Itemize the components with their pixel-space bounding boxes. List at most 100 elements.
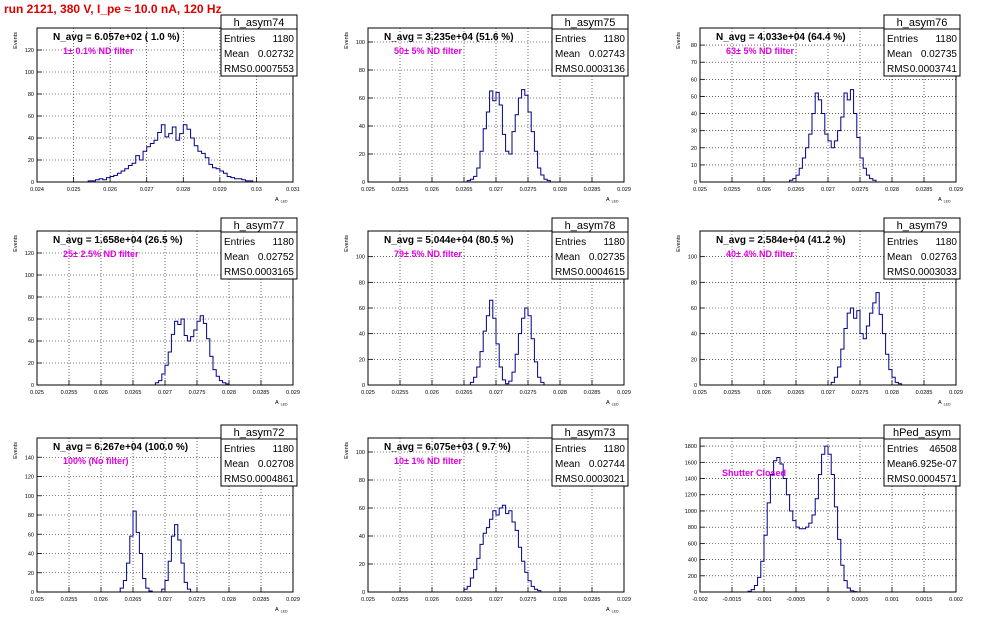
stats-value: 0.02763 bbox=[921, 252, 958, 263]
y-tick-label: 100 bbox=[25, 494, 34, 500]
histogram-panel-h_asym73: 0.025 0.0255 0.026 0.0265 0.027 0.0275 0.028 0.… bbox=[344, 424, 631, 614]
x-tick-label: 0.0015 bbox=[916, 597, 933, 603]
stats-key: RMS bbox=[887, 267, 910, 278]
stats-value: 0.0004571 bbox=[910, 474, 958, 485]
stats-key: Mean bbox=[224, 49, 249, 60]
stats-key: RMS bbox=[555, 64, 578, 75]
stats-value: 0.0003741 bbox=[910, 64, 958, 75]
histogram-line bbox=[463, 504, 542, 592]
histogram-name: h_asym76 bbox=[897, 17, 948, 29]
filter-note: 40± 4% ND filter bbox=[726, 249, 794, 259]
x-tick-label: 0.0255 bbox=[724, 187, 741, 193]
stats-value: 0.0003021 bbox=[578, 474, 626, 485]
x-tick-label: 0.0285 bbox=[584, 390, 601, 396]
x-tick-label: 0.0265 bbox=[125, 597, 142, 603]
x-tick-label: 0.028 bbox=[885, 390, 899, 396]
x-axis-label: A LED bbox=[938, 400, 951, 407]
x-tick-label: 0.025 bbox=[361, 390, 375, 396]
x-tick-label: 0.0275 bbox=[189, 597, 206, 603]
x-tick-label: 0.027 bbox=[489, 597, 503, 603]
y-axis-label: Events bbox=[676, 32, 682, 49]
histogram-panel-h_asym77: 0.025 0.0255 0.026 0.0265 0.027 0.0275 0.028 0.… bbox=[13, 217, 300, 407]
stats-key: RMS bbox=[887, 474, 910, 485]
x-tick-label: 0.029 bbox=[617, 597, 631, 603]
stats-value: 1180 bbox=[603, 237, 625, 248]
y-tick-label: 40 bbox=[28, 136, 34, 142]
y-tick-label: 140 bbox=[25, 455, 34, 461]
stats-value: 1180 bbox=[935, 237, 957, 248]
x-tick-label: 0.0275 bbox=[189, 390, 206, 396]
x-tick-label: 0.029 bbox=[213, 187, 227, 193]
x-tick-label: 0.029 bbox=[286, 390, 300, 396]
y-tick-label: 60 bbox=[691, 77, 697, 83]
x-axis-label: A LED bbox=[938, 197, 951, 204]
x-axis-label: A LED bbox=[275, 197, 288, 204]
y-tick-label: 0 bbox=[362, 383, 365, 389]
y-tick-label: 80 bbox=[28, 92, 34, 98]
x-tick-label: 0.0265 bbox=[456, 390, 473, 396]
stats-value: 0.02735 bbox=[921, 49, 958, 60]
y-tick-label: 0 bbox=[694, 590, 697, 596]
histogram-line bbox=[466, 89, 551, 182]
stats-key: RMS bbox=[555, 474, 578, 485]
stats-key: Entries bbox=[887, 34, 918, 45]
histogram-name: h_asym72 bbox=[234, 427, 285, 439]
histogram-panel-h_asym78: 0.025 0.0255 0.026 0.0265 0.027 0.0275 0.028 0.… bbox=[344, 217, 631, 407]
histogram-line bbox=[789, 89, 877, 182]
x-axis-label: A LED bbox=[606, 197, 619, 204]
nevents-header: N_avg = 1.658e+04 (26.5 %) bbox=[53, 235, 183, 246]
histogram-panel-hPed_asym: -0.002 -0.0015 -0.001 -0.0005 0 0.0005 0.001 0.… bbox=[685, 424, 963, 603]
histogram-panel-h_asym74: 0.024 0.025 0.026 0.027 0.028 0.029 0.03 0.031 0… bbox=[13, 14, 300, 204]
y-tick-label: 60 bbox=[691, 306, 697, 312]
x-tick-label: 0.0275 bbox=[520, 597, 537, 603]
stats-value: 1180 bbox=[603, 34, 625, 45]
stats-value: 46508 bbox=[929, 444, 957, 455]
x-tick-label: 0.0255 bbox=[61, 597, 78, 603]
y-tick-label: 120 bbox=[25, 475, 34, 481]
x-tick-label: 0.0285 bbox=[584, 187, 601, 193]
x-tick-label: 0.0265 bbox=[788, 187, 805, 193]
y-tick-label: 60 bbox=[359, 96, 365, 102]
stats-value: 0.02743 bbox=[589, 49, 626, 60]
x-tick-label: 0.026 bbox=[103, 187, 117, 193]
stats-box bbox=[883, 14, 961, 77]
x-tick-label: 0.029 bbox=[617, 390, 631, 396]
x-tick-label: 0.026 bbox=[757, 187, 771, 193]
stats-key: Mean bbox=[887, 459, 912, 470]
x-tick-label: 0.028 bbox=[176, 187, 190, 193]
stats-value: 0.0007553 bbox=[247, 64, 295, 75]
x-tick-label: 0.0265 bbox=[456, 187, 473, 193]
x-tick-label: 0.0275 bbox=[852, 187, 869, 193]
x-tick-label: 0.028 bbox=[553, 187, 567, 193]
y-tick-label: 100 bbox=[688, 255, 697, 261]
stats-key: RMS bbox=[224, 64, 247, 75]
stats-value: 1180 bbox=[603, 444, 625, 455]
stats-box bbox=[883, 424, 961, 487]
stats-key: Mean bbox=[555, 252, 580, 263]
y-tick-label: 80 bbox=[28, 295, 34, 301]
stats-value: 1180 bbox=[272, 237, 294, 248]
y-tick-label: 20 bbox=[691, 357, 697, 363]
x-tick-label: 0.028 bbox=[553, 597, 567, 603]
histogram-line bbox=[830, 292, 903, 385]
y-tick-label: 20 bbox=[359, 357, 365, 363]
filter-note: 79± 5% ND filter bbox=[394, 249, 462, 259]
y-tick-label: 30 bbox=[691, 129, 697, 135]
x-tick-label: 0.0255 bbox=[392, 390, 409, 396]
y-axis-label: Events bbox=[344, 442, 350, 459]
x-tick-label: 0.028 bbox=[885, 187, 899, 193]
stats-value: 0.0004615 bbox=[578, 267, 626, 278]
y-tick-label: 80 bbox=[28, 513, 34, 519]
histogram-name: h_asym79 bbox=[897, 220, 948, 232]
stats-key: Mean bbox=[887, 252, 912, 263]
y-tick-label: 40 bbox=[28, 552, 34, 558]
y-tick-label: 60 bbox=[359, 506, 365, 512]
y-tick-label: 80 bbox=[359, 68, 365, 74]
histogram-name: h_asym75 bbox=[565, 17, 616, 29]
stats-value: 0.02735 bbox=[589, 252, 626, 263]
stats-key: Entries bbox=[887, 444, 918, 455]
y-tick-label: 800 bbox=[688, 525, 697, 531]
x-tick-label: 0.0265 bbox=[456, 597, 473, 603]
y-tick-label: 1400 bbox=[685, 477, 697, 483]
y-tick-label: 100 bbox=[356, 255, 365, 261]
